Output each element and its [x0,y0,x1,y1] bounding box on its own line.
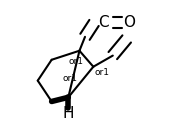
Text: H: H [63,106,74,121]
Text: C: C [98,15,109,30]
Text: or1: or1 [69,57,83,66]
Text: or1: or1 [94,69,109,77]
Text: or1: or1 [63,74,78,83]
Text: O: O [123,15,135,30]
